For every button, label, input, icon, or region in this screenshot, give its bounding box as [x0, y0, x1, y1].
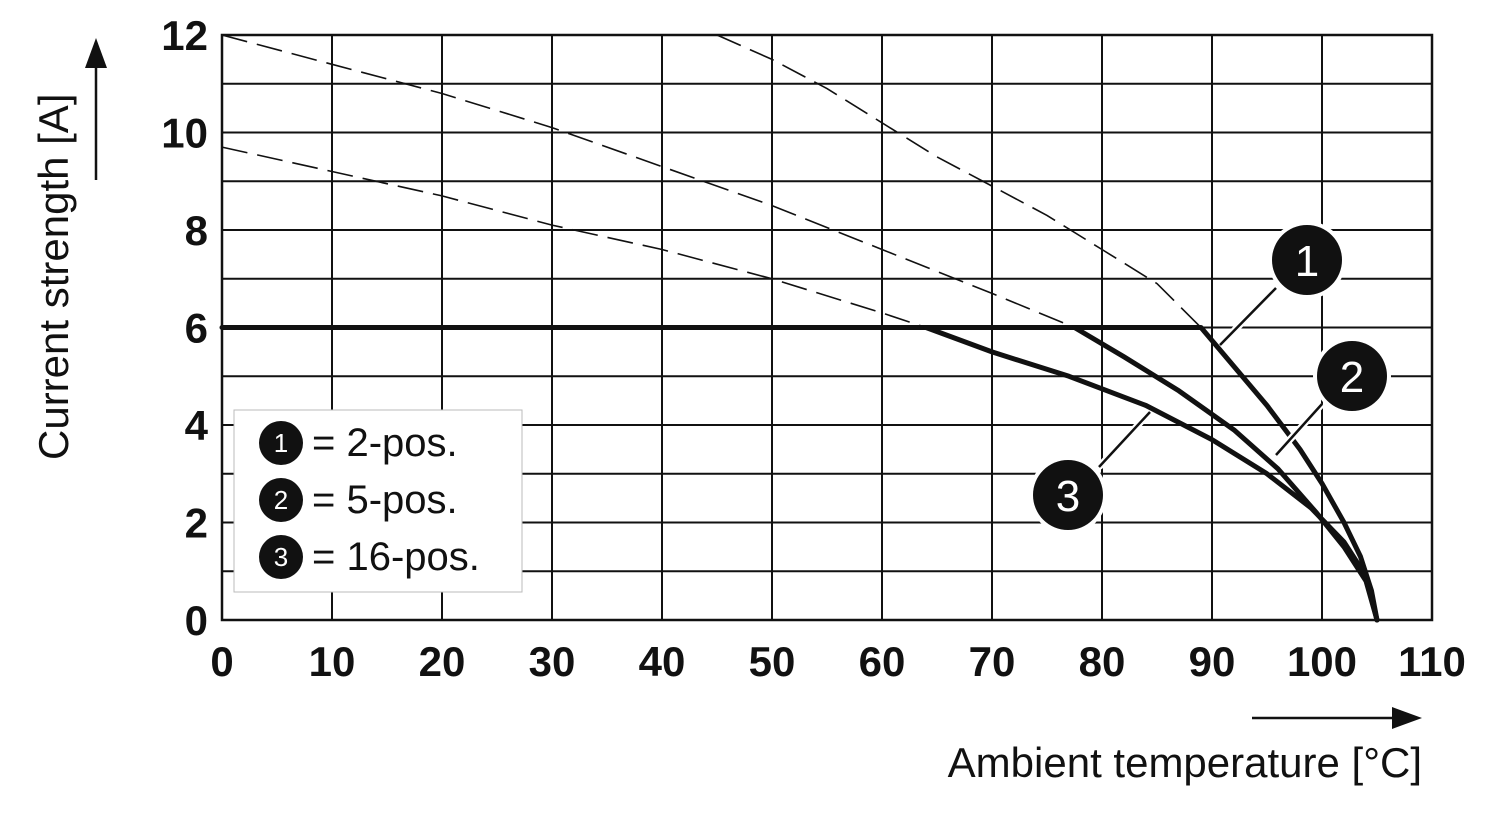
- x-tick-label: 0: [210, 638, 233, 685]
- series-2-dashed-line: [221, 34, 1075, 329]
- legend-label: = 2-pos.: [312, 421, 458, 465]
- legend-marker-2: [259, 478, 303, 522]
- grid: [220, 33, 1434, 622]
- series-lines: [219, 34, 1380, 623]
- x-tick-label: 70: [969, 638, 1016, 685]
- x-axis-title: Ambient temperature [°C]: [948, 707, 1422, 786]
- x-tick-label: 10: [309, 638, 356, 685]
- callout-label: 3: [1056, 472, 1080, 521]
- series-3-line: [923, 325, 1380, 623]
- legend: 1 = 2-pos. 2 = 5-pos. 3 = 16-pos.: [233, 409, 523, 593]
- legend-entry: 2 = 5-pos.: [259, 478, 458, 522]
- callout-marker-2: [1317, 341, 1387, 411]
- callout-leader: [1098, 411, 1151, 468]
- callout-marker-1: [1272, 225, 1342, 295]
- series-1-dashed-line: [716, 34, 1202, 329]
- legend-label: = 16-pos.: [312, 535, 480, 579]
- legend-marker-1: [259, 421, 303, 465]
- legend-marker-label: 1: [274, 428, 288, 458]
- y-axis-title: Current strength [A]: [30, 38, 107, 460]
- callout-leader: [1219, 287, 1277, 346]
- legend-marker-label: 2: [274, 485, 288, 515]
- series-callouts: 1 2 3: [1029, 221, 1391, 534]
- legend-marker-3: [259, 535, 303, 579]
- legend-label: = 5-pos.: [312, 478, 458, 522]
- callout-label: 2: [1340, 353, 1364, 402]
- series-2-line: [1072, 325, 1380, 623]
- y-axis-label: Current strength [A]: [30, 94, 77, 461]
- legend-marker-label: 3: [274, 542, 288, 572]
- callout-label: 1: [1295, 237, 1319, 286]
- x-tick-label: 20: [419, 638, 466, 685]
- x-tick-label: 40: [639, 638, 686, 685]
- y-tick-label: 0: [185, 597, 208, 644]
- x-tick-label: 30: [529, 638, 576, 685]
- y-tick-label: 2: [185, 500, 208, 547]
- y-tick-label: 6: [185, 305, 208, 352]
- y-tick-label: 10: [161, 110, 208, 157]
- y-axis-arrow-icon: [85, 38, 107, 68]
- callout-marker-3: [1033, 460, 1103, 530]
- x-tick-label: 80: [1079, 638, 1126, 685]
- x-axis-arrow-icon: [1392, 707, 1422, 729]
- y-tick-label: 12: [161, 12, 208, 59]
- x-tick-label: 110: [1398, 638, 1466, 685]
- x-tick-label: 50: [749, 638, 796, 685]
- x-tick-label: 90: [1189, 638, 1236, 685]
- callout-leader: [1275, 403, 1323, 456]
- y-tick-label: 4: [185, 402, 209, 449]
- y-tick-label: 8: [185, 207, 208, 254]
- x-axis-label: Ambient temperature [°C]: [948, 739, 1422, 786]
- x-tick-label: 100: [1287, 638, 1357, 685]
- series-3-dashed-line: [221, 146, 927, 329]
- x-tick-label: 60: [859, 638, 906, 685]
- legend-entry: 3 = 16-pos.: [259, 535, 480, 579]
- legend-entry: 1 = 2-pos.: [259, 421, 458, 465]
